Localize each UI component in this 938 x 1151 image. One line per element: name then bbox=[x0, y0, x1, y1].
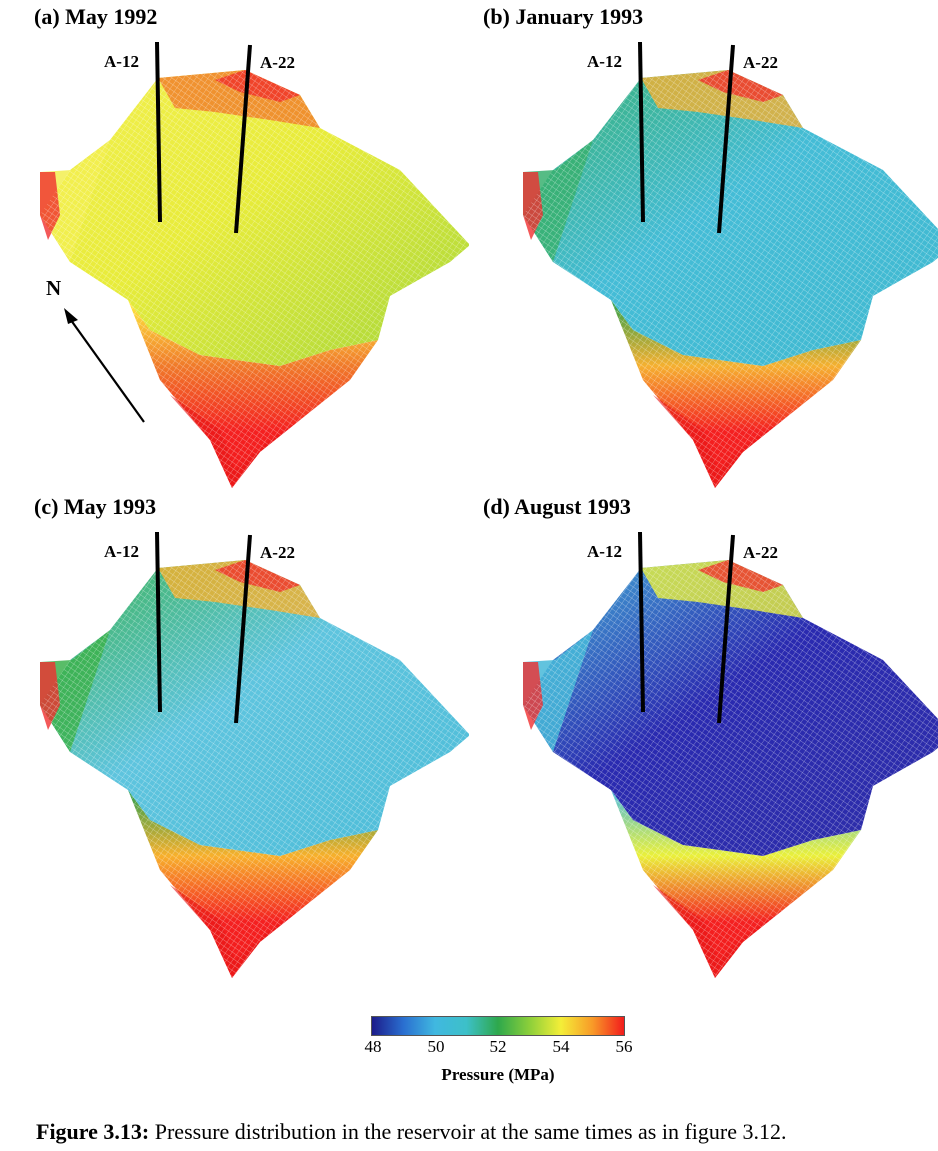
well-a22 bbox=[717, 44, 735, 234]
grid-mesh bbox=[128, 300, 378, 488]
north-arrow-shaft bbox=[67, 315, 145, 423]
pressure-colorbar bbox=[371, 1016, 625, 1036]
north-arrow-head bbox=[64, 308, 78, 324]
reservoir-surface: A-12 A-22 bbox=[523, 41, 938, 488]
well-a22 bbox=[234, 44, 252, 234]
north-label: N bbox=[46, 276, 61, 300]
surface-group bbox=[40, 531, 469, 978]
colorbar-title: Pressure (MPa) bbox=[441, 1065, 555, 1084]
well-label-a12: A-12 bbox=[587, 52, 622, 71]
well-a12 bbox=[638, 531, 645, 713]
north-arrow: N bbox=[46, 276, 145, 423]
well-label-a12: A-12 bbox=[104, 542, 139, 561]
grid-mesh bbox=[611, 300, 861, 488]
reservoir-surface: A-12 A-22 bbox=[40, 41, 469, 488]
well-a22 bbox=[717, 534, 735, 724]
colorbar-tick: 50 bbox=[427, 1037, 445, 1056]
grid-mesh bbox=[40, 70, 469, 366]
well-a12 bbox=[155, 531, 162, 713]
well-label-a22: A-22 bbox=[260, 53, 295, 72]
well-a12 bbox=[638, 41, 645, 223]
grid-mesh bbox=[40, 560, 469, 856]
reservoir-surface: A-12 A-22 bbox=[40, 531, 469, 978]
well-label-a12: A-12 bbox=[587, 542, 622, 561]
well-label-a22: A-22 bbox=[743, 543, 778, 562]
grid-mesh bbox=[523, 70, 938, 366]
panel-title: (c) May 1993 bbox=[34, 494, 157, 519]
panel-january-1993: (b) January 1993 A-12 A-22 bbox=[469, 0, 938, 490]
figure-caption: Figure 3.13: Pressure distribution in th… bbox=[36, 1119, 787, 1145]
panel-title: (a) May 1992 bbox=[34, 4, 158, 29]
caption-text: Pressure distribution in the reservoir a… bbox=[149, 1119, 787, 1144]
colorbar-tick: 56 bbox=[615, 1037, 633, 1056]
well-a12 bbox=[155, 41, 162, 223]
grid-mesh bbox=[128, 790, 378, 978]
colorbar-tick: 52 bbox=[489, 1037, 507, 1056]
grid-mesh bbox=[523, 560, 938, 856]
well-a22 bbox=[234, 534, 252, 724]
caption-label: Figure 3.13: bbox=[36, 1119, 150, 1144]
surface-group bbox=[523, 41, 938, 488]
surface-group bbox=[40, 41, 469, 488]
well-label-a12: A-12 bbox=[104, 52, 139, 71]
well-label-a22: A-22 bbox=[260, 543, 295, 562]
colorbar-tick: 54 bbox=[552, 1037, 570, 1056]
well-label-a22: A-22 bbox=[743, 53, 778, 72]
panel-title: (b) January 1993 bbox=[483, 4, 644, 29]
surface-group bbox=[523, 531, 938, 978]
panel-may-1993: (c) May 1993 A-12 A-22 bbox=[0, 490, 469, 980]
colorbar-tick: 48 bbox=[364, 1037, 382, 1056]
panel-may-1992: (a) May 1992 A-12 A-22 bbox=[0, 0, 469, 490]
panel-august-1993: (d) August 1993 A-12 A-22 bbox=[469, 490, 938, 980]
grid-mesh bbox=[611, 790, 861, 978]
reservoir-surface: A-12 A-22 bbox=[523, 531, 938, 978]
panel-title: (d) August 1993 bbox=[483, 494, 631, 519]
